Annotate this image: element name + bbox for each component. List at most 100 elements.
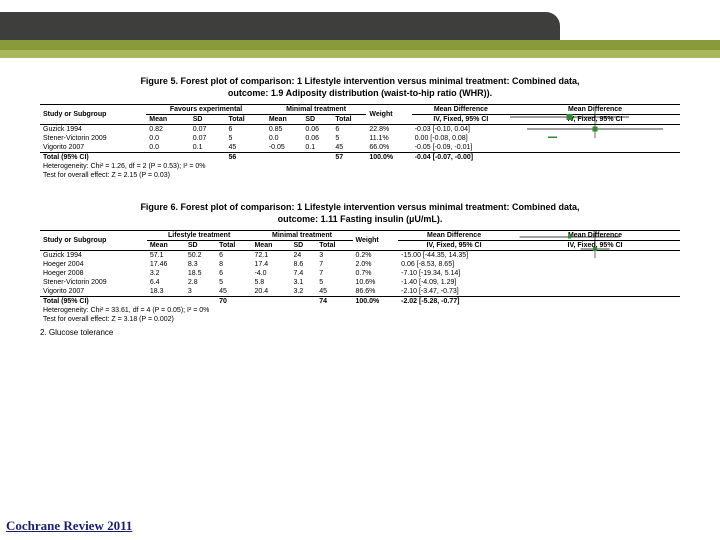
- c6-m1: Mean: [147, 241, 185, 251]
- group1-6: Lifestyle treatment: [147, 231, 252, 241]
- f5-tmd: -0.04 [-0.07, -0.00]: [412, 153, 510, 163]
- col-md: Mean Difference: [412, 105, 510, 115]
- cell-m2: -0.05: [266, 143, 303, 153]
- c6-n1: Total: [216, 241, 251, 251]
- figure6-title: Figure 6. Forest plot of comparison: 1 L…: [40, 202, 680, 212]
- c6-sd2: SD: [291, 241, 317, 251]
- group1: Favours experimental: [146, 105, 266, 115]
- cell-study: Vigorito 2007: [40, 287, 147, 297]
- plot-row-cell: [510, 269, 680, 278]
- cell-m2: 20.4: [251, 287, 290, 297]
- c6-sd1: SD: [185, 241, 216, 251]
- cell-w: 0.7%: [353, 269, 399, 278]
- cell-w: 10.6%: [353, 278, 399, 287]
- table-row: Hoeger 200417.468.3817.48.672.0%0.06 [-8…: [40, 260, 680, 269]
- cell-study: Hoeger 2008: [40, 269, 147, 278]
- cell-w: 2.0%: [353, 260, 399, 269]
- cell-m1: 18.3: [147, 287, 185, 297]
- figure5-table: Study or Subgroup Favours experimental M…: [40, 104, 680, 180]
- cell-sd1: 18.5: [185, 269, 216, 278]
- citation: Cochrane Review 2011: [6, 518, 132, 534]
- cell-m2: 5.8: [251, 278, 290, 287]
- cell-study: Guzick 1994: [40, 251, 147, 261]
- f5-overall: Test for overall effect: Z = 2.15 (P = 0…: [40, 171, 510, 180]
- cell-n1: 6: [216, 251, 251, 261]
- cell-w: 86.6%: [353, 287, 399, 297]
- cell-n2: 5: [332, 134, 366, 143]
- cell-n2: 3: [316, 251, 352, 261]
- f6-total-label: Total (95% CI): [40, 297, 147, 307]
- f5-tn1: 56: [225, 153, 265, 163]
- cell-sd1: 8.3: [185, 260, 216, 269]
- cell-n1: 6: [216, 269, 251, 278]
- cell-study: Guzick 1994: [40, 125, 146, 135]
- cell-sd1: 0.1: [190, 143, 226, 153]
- cell-sd1: 0.07: [190, 125, 226, 135]
- cell-n1: 5: [216, 278, 251, 287]
- cell-n1: 8: [216, 260, 251, 269]
- figure5-number: Figure 5.: [140, 76, 178, 86]
- col-weight6: Weight: [353, 231, 399, 251]
- f6-tw: 100.0%: [353, 297, 399, 307]
- cell-sd2: 0.06: [302, 134, 332, 143]
- cell-sd2: 8.6: [291, 260, 317, 269]
- cell-m1: 6.4: [147, 278, 185, 287]
- cell-study: Stener-Victorin 2009: [40, 134, 146, 143]
- cell-md: -2.10 [-3.47, -0.73]: [398, 287, 510, 297]
- cell-study: Stener-Victorin 2009: [40, 278, 147, 287]
- col-weight: Weight: [366, 105, 411, 125]
- cell-sd2: 3.2: [291, 287, 317, 297]
- cell-sd1: 3: [185, 287, 216, 297]
- f5-total-label: Total (95% CI): [40, 153, 146, 163]
- c6-m2: Mean: [251, 241, 290, 251]
- c-iv: IV, Fixed, 95% CI: [412, 115, 510, 125]
- cell-m1: 0.82: [146, 125, 189, 135]
- cell-n1: 6: [225, 125, 265, 135]
- cell-md: -7.10 [-19.34, 5.14]: [398, 269, 510, 278]
- cell-m2: 0.85: [266, 125, 303, 135]
- cell-m1: 57.1: [147, 251, 185, 261]
- figure6-forest-plot: -50-2502550Favours experimentalFavours c…: [510, 231, 680, 258]
- figure-6: Figure 6. Forest plot of comparison: 1 L…: [40, 202, 680, 324]
- cell-study: Hoeger 2004: [40, 260, 147, 269]
- slide-header: [0, 0, 720, 70]
- cell-n2: 45: [332, 143, 366, 153]
- cell-md: -15.00 [-44.35, 14.35]: [398, 251, 510, 261]
- plot-row-cell: [510, 143, 680, 153]
- cell-m2: 72.1: [251, 251, 290, 261]
- c-m2: Mean: [266, 115, 303, 125]
- cell-sd2: 0.1: [302, 143, 332, 153]
- plot-row-cell: [510, 287, 680, 297]
- cell-md: 0.00 [-0.08, 0.08]: [412, 134, 510, 143]
- figure5-forest-plot: -0.1-0.0500.050.1Favours experimentalFav…: [510, 111, 680, 138]
- group2-6: Minimal treatment: [251, 231, 352, 241]
- cell-m2: 0.0: [266, 134, 303, 143]
- figure6-title-text: Forest plot of comparison: 1 Lifestyle i…: [180, 202, 579, 212]
- cell-sd2: 3.1: [291, 278, 317, 287]
- f6-tmd: -2.02 [-5.28, -0.77]: [398, 297, 510, 307]
- cell-n2: 6: [332, 125, 366, 135]
- cell-n1: 45: [225, 143, 265, 153]
- c6-n2: Total: [316, 241, 352, 251]
- table-row: Stener-Victorin 20096.42.855.83.1510.6%-…: [40, 278, 680, 287]
- cell-n2: 7: [316, 260, 352, 269]
- f6-hetero: Heterogeneity: Chi² = 33.61, df = 4 (P =…: [40, 306, 510, 315]
- header-olive-bar-1: [0, 40, 720, 50]
- cell-n2: 5: [316, 278, 352, 287]
- col-md6: Mean Difference: [398, 231, 510, 241]
- c-n2: Total: [332, 115, 366, 125]
- table-row: Vigorito 20070.00.145-0.050.14566.0%-0.0…: [40, 143, 680, 153]
- cell-m1: 0.0: [146, 134, 189, 143]
- f6-overall: Test for overall effect: Z = 3.18 (P = 0…: [40, 315, 510, 324]
- figure5-title-text: Forest plot of comparison: 1 Lifestyle i…: [180, 76, 579, 86]
- figure6-subtitle: outcome: 1.11 Fasting insulin (µU/mL).: [40, 214, 680, 224]
- f6-tn2: 74: [316, 297, 352, 307]
- cell-sd2: 7.4: [291, 269, 317, 278]
- cell-sd2: 24: [291, 251, 317, 261]
- figure5-subtitle: outcome: 1.9 Adiposity distribution (wai…: [40, 88, 680, 98]
- cell-sd1: 2.8: [185, 278, 216, 287]
- cell-md: -0.05 [-0.09, -0.01]: [412, 143, 510, 153]
- cell-m2: -4.0: [251, 269, 290, 278]
- c-n1: Total: [225, 115, 265, 125]
- f6-tn1: 70: [216, 297, 251, 307]
